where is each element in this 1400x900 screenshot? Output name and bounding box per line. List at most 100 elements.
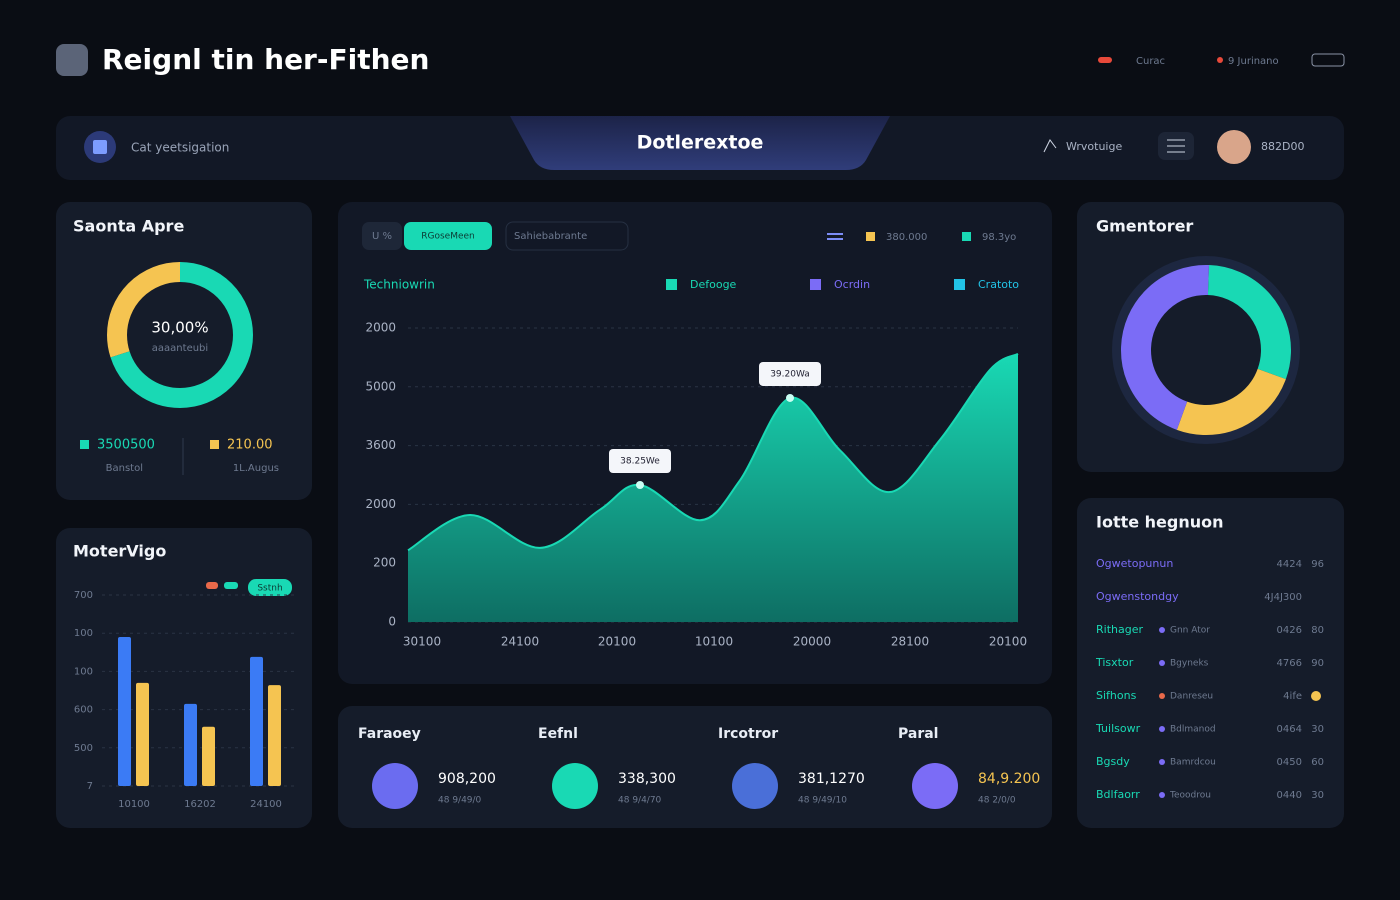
panel-title: MoterVigo [73, 542, 166, 561]
panel [338, 706, 1052, 828]
user: 882D00 [1261, 140, 1304, 153]
row-value: 0440 [1277, 790, 1302, 801]
y-tick-label: 3600 [365, 438, 396, 452]
bar [250, 656, 263, 786]
chip[interactable] [248, 579, 292, 596]
row-value: 4424 [1277, 559, 1302, 570]
legend-label: Ocrdin [834, 278, 870, 291]
chip-label[interactable]: U % [372, 231, 392, 242]
row-name[interactable]: Tisxtor [1095, 656, 1134, 669]
row-extra: 30 [1311, 724, 1324, 735]
legend-sublabel: Banstol [106, 463, 143, 474]
chip-label[interactable]: RGoseMeen [421, 232, 475, 242]
legend-swatch [810, 279, 821, 290]
avatar[interactable] [1217, 130, 1251, 164]
stat-value: 908,200 [438, 771, 496, 787]
stat-value: 338,300 [618, 771, 676, 787]
legend-icon [827, 233, 843, 240]
chip-label[interactable]: Sahiebabrante [514, 231, 587, 242]
chip-dot [224, 582, 238, 589]
chip[interactable] [404, 222, 492, 250]
stat-value: 381,1270 [798, 771, 865, 787]
x-tick-label: 10100 [695, 635, 733, 649]
panel-title: Iotte hegnuon [1096, 513, 1224, 532]
legend-swatch [80, 440, 89, 449]
y-tick-label: 600 [74, 705, 93, 716]
chip[interactable] [505, 221, 629, 251]
row-extra: 60 [1311, 757, 1324, 768]
status: 9 Jurinano [1228, 56, 1279, 67]
legend-label: Defooge [690, 278, 737, 291]
stat-value: 84,9.200 [978, 771, 1040, 787]
panel [56, 202, 312, 500]
annotation-box [609, 448, 671, 473]
area-line [407, 352, 1019, 552]
legend-sublabel: 1L.Augus [233, 463, 279, 474]
row-extra: 90 [1311, 658, 1324, 669]
y-tick-label: 0 [388, 615, 396, 629]
page-title: Reignl tin her-Fithen [102, 43, 429, 76]
chip[interactable] [362, 222, 402, 250]
tag-dot [1159, 792, 1165, 798]
y-tick-label: 2000 [365, 497, 396, 511]
x-tick-label: 10100 [118, 799, 150, 810]
x-tick-label: 28100 [891, 635, 929, 649]
row-name[interactable]: Tuilsowr [1095, 722, 1141, 735]
annotation-point [786, 393, 794, 402]
row-extra: 96 [1311, 559, 1324, 570]
row-name[interactable]: Rithager [1096, 623, 1143, 636]
donut-segment [107, 262, 253, 408]
action-icon [1043, 139, 1057, 153]
x-tick-label: 16202 [184, 799, 216, 810]
row-tag: Gnn Ator [1170, 626, 1210, 636]
legend-label: 210.00 [227, 438, 273, 453]
search[interactable]: Cat yeetsigation [131, 141, 229, 155]
battery [1311, 53, 1345, 67]
y-tick-label: 500 [74, 743, 93, 754]
action[interactable]: Wrvotuige [1066, 140, 1122, 153]
x-tick-label: 20000 [793, 635, 831, 649]
legend-label: Cratoto [978, 278, 1019, 291]
tag-dot [1159, 660, 1165, 666]
row-dot [1311, 691, 1321, 701]
active-tab[interactable] [510, 116, 890, 170]
hamburger-icon [1167, 139, 1185, 153]
annotation: 39.20Wa [770, 369, 810, 379]
tag-dot [1159, 759, 1165, 765]
stat-title: Faraoey [358, 726, 421, 742]
row-name[interactable]: Ogwetopunun [1096, 557, 1173, 570]
row-name[interactable]: Ogwenstondgy [1096, 590, 1179, 603]
row-value: 0450 [1277, 757, 1302, 768]
stat-sub: 48 9/49/10 [798, 796, 847, 806]
legend-swatch [210, 440, 219, 449]
status-icon [1217, 57, 1223, 63]
row-name[interactable]: Bdlfaorr [1096, 788, 1140, 801]
tab-label[interactable]: Dotlerextoe [637, 132, 764, 154]
stat-sub: 48 9/4/70 [618, 796, 662, 806]
x-tick-label: 24100 [250, 799, 282, 810]
row-tag: Teoodrou [1169, 791, 1211, 801]
x-tick-label: 20100 [598, 635, 636, 649]
tag-dot [1159, 693, 1165, 699]
legend-label: 98.3yo [982, 232, 1016, 243]
legend-label: 380.000 [886, 232, 927, 243]
row-name[interactable]: Bgsdy [1096, 755, 1130, 768]
row-value: 4ife [1283, 691, 1302, 702]
tag-dot [1159, 726, 1165, 732]
bar [136, 682, 149, 786]
legend-label: 3500500 [97, 438, 155, 453]
gauge-label: aaaanteubi [152, 343, 208, 354]
row-tag: Danreseu [1170, 692, 1213, 702]
row-value: 4J4J300 [1264, 592, 1302, 603]
row-value: 4766 [1277, 658, 1302, 669]
row-name[interactable]: Sifhons [1096, 689, 1137, 702]
row-extra: 80 [1311, 625, 1324, 636]
x-tick-label: 30100 [403, 635, 441, 649]
chip-label[interactable]: Sstnh [257, 584, 282, 594]
stat-title: Ircotror [718, 726, 778, 742]
y-tick-label: 100 [74, 666, 93, 677]
app-icon [56, 44, 88, 76]
y-tick-label: 700 [74, 590, 93, 601]
stat-icon [372, 763, 418, 809]
